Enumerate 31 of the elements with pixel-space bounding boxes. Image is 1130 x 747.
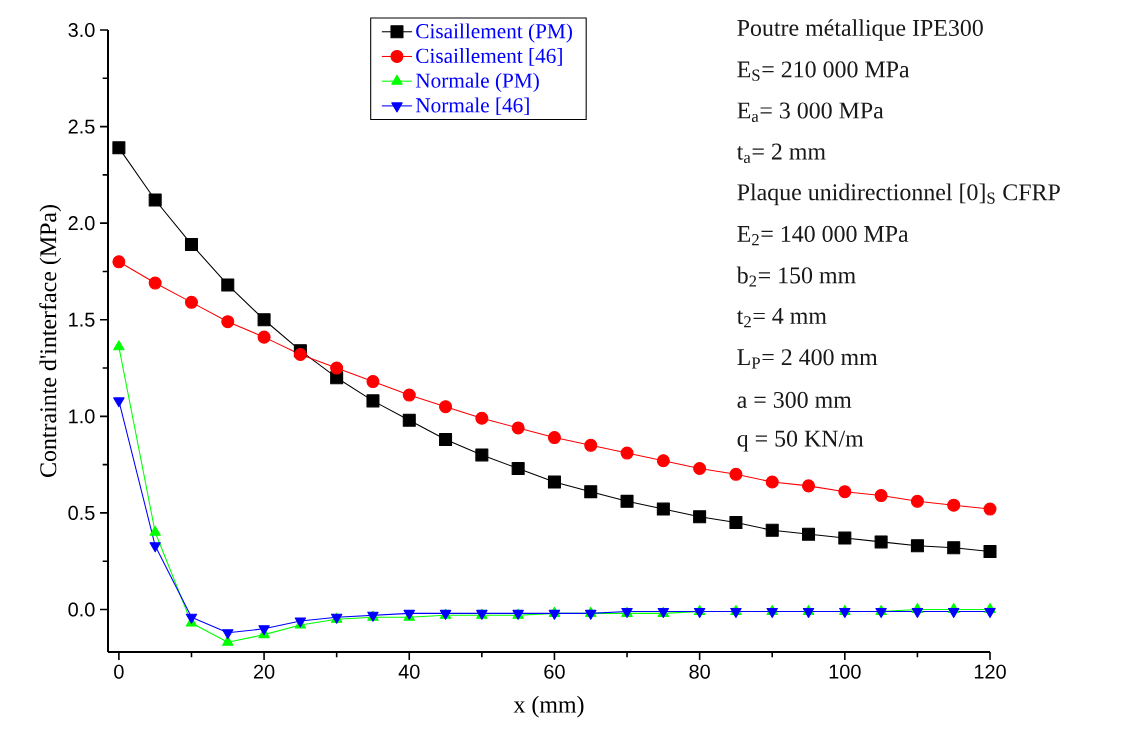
annotation: E$_{a}$= 3 000 MPa <box>737 102 884 122</box>
legend-label: Normale (PM) <box>415 72 539 93</box>
y-tick-label: 2.0 <box>68 216 95 231</box>
legend-label: Cisaillement (PM) <box>416 23 572 43</box>
y-tick-label: 0.5 <box>68 505 95 520</box>
annotation: t$_{a}$= 2 mm <box>736 143 826 164</box>
annotation: L$_{P}$= 2 400 mm <box>737 349 878 369</box>
annotation: E$_{2}$= 140 000 MPa <box>737 225 909 246</box>
y-tick-label: 2.5 <box>68 119 95 134</box>
x-tick-label: 20 <box>253 664 275 679</box>
legend-label: Cisaillement [46] <box>416 48 562 66</box>
x-tick-label: 60 <box>544 664 565 679</box>
legend-label: Normale [46] <box>415 97 529 116</box>
x-tick-label: 120 <box>974 664 1006 679</box>
annotation: E$_{S}$= 210 000 MPa <box>737 61 910 81</box>
annotation: Poutre métallique IPE300 <box>737 19 983 41</box>
y-tick-label: 3.0 <box>68 22 95 38</box>
x-tick-label: 80 <box>689 664 710 679</box>
annotation: t$_{2}$= 4 mm <box>736 308 827 328</box>
y-tick-label: 1.5 <box>69 312 95 327</box>
annotation: q = 50 KN/m <box>737 430 864 452</box>
y-tick-label: 0.0 <box>68 602 95 617</box>
x-tick-label: 40 <box>398 664 420 679</box>
x-axis-title: x (mm) <box>513 695 584 718</box>
annotation: b$_{2}$= 150 mm <box>736 266 856 287</box>
x-tick-label: 100 <box>829 664 861 679</box>
annotation: Plaque unidirectionnel [0]$_{S}$ CFRP <box>737 183 1060 206</box>
x-tick-label: 0 <box>114 664 124 679</box>
y-axis-title: Contrainte d'interface (MPa) <box>39 205 62 477</box>
annotation: a = 300 mm <box>737 391 852 408</box>
y-tick-label: 1.0 <box>69 409 95 424</box>
